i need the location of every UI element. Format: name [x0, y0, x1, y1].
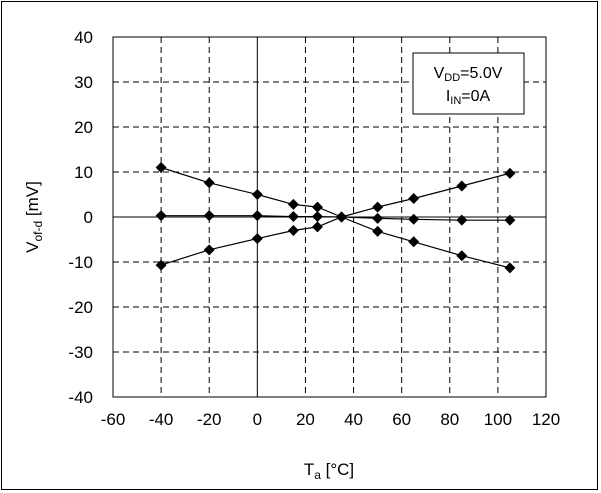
y-tick-label: 0	[84, 208, 93, 227]
x-tick-label: 20	[296, 410, 315, 429]
x-tick-label: 60	[392, 410, 411, 429]
annotation-border	[412, 52, 525, 115]
x-tick-label: -20	[197, 410, 222, 429]
data-point-marker	[456, 250, 468, 262]
series-line-1	[160, 166, 511, 269]
series-group	[155, 162, 516, 274]
data-point-marker	[287, 225, 299, 236]
y-axis-label: Vof-d [mV]	[23, 181, 45, 253]
data-point-marker	[372, 201, 384, 213]
data-point-marker	[408, 213, 420, 225]
data-point-marker	[408, 236, 420, 248]
x-tick-label: 120	[532, 410, 560, 429]
data-point-marker	[456, 214, 468, 226]
x-tick-label: -60	[101, 410, 126, 429]
data-point-marker	[155, 259, 167, 271]
series-line-2	[161, 215, 510, 221]
data-point-marker	[504, 214, 516, 226]
data-point-marker	[456, 180, 468, 192]
data-point-marker	[155, 162, 167, 173]
data-point-marker	[251, 210, 263, 222]
data-point-marker	[311, 201, 323, 213]
data-point-marker	[504, 262, 516, 274]
annotation-box: VDD=5.0V IIN=0A	[412, 52, 525, 115]
y-tick-label: 10	[74, 163, 93, 182]
x-tick-label: 100	[484, 410, 512, 429]
data-point-marker	[372, 225, 384, 237]
data-point-marker	[287, 198, 299, 210]
data-point-marker	[203, 244, 215, 256]
data-point-marker	[251, 233, 263, 245]
y-tick-label: -20	[68, 298, 93, 317]
data-point-marker	[311, 211, 323, 223]
data-point-marker	[287, 211, 299, 223]
annotation-line-iin: IIN=0A	[446, 88, 491, 107]
data-point-marker	[336, 211, 348, 223]
y-tick-label: 40	[74, 28, 93, 47]
data-point-marker	[372, 212, 384, 224]
x-axis-label: Ta [°C]	[304, 460, 354, 482]
data-point-marker	[251, 189, 263, 200]
y-tick-label: 20	[74, 118, 93, 137]
data-point-marker	[311, 221, 323, 233]
data-point-marker	[504, 167, 516, 179]
tick-labels: -60 -40 -20 0 20 40 60 80 100 120403020100-10-20-…	[68, 28, 560, 429]
y-tick-label: -40	[68, 388, 93, 407]
y-tick-label: -30	[68, 343, 93, 362]
x-tick-label: 80	[440, 410, 459, 429]
x-tick-label: 0	[253, 410, 262, 429]
y-tick-label: 30	[74, 73, 93, 92]
data-point-marker	[408, 193, 420, 205]
series-line-3	[160, 172, 511, 266]
y-tick-label: -10	[68, 253, 93, 272]
annotation-line-vdd: VDD=5.0V	[434, 65, 503, 84]
data-point-marker	[203, 177, 215, 189]
x-tick-label: -40	[149, 410, 174, 429]
x-tick-label: 40	[344, 410, 363, 429]
data-point-marker	[155, 210, 167, 222]
data-point-marker	[203, 210, 215, 222]
